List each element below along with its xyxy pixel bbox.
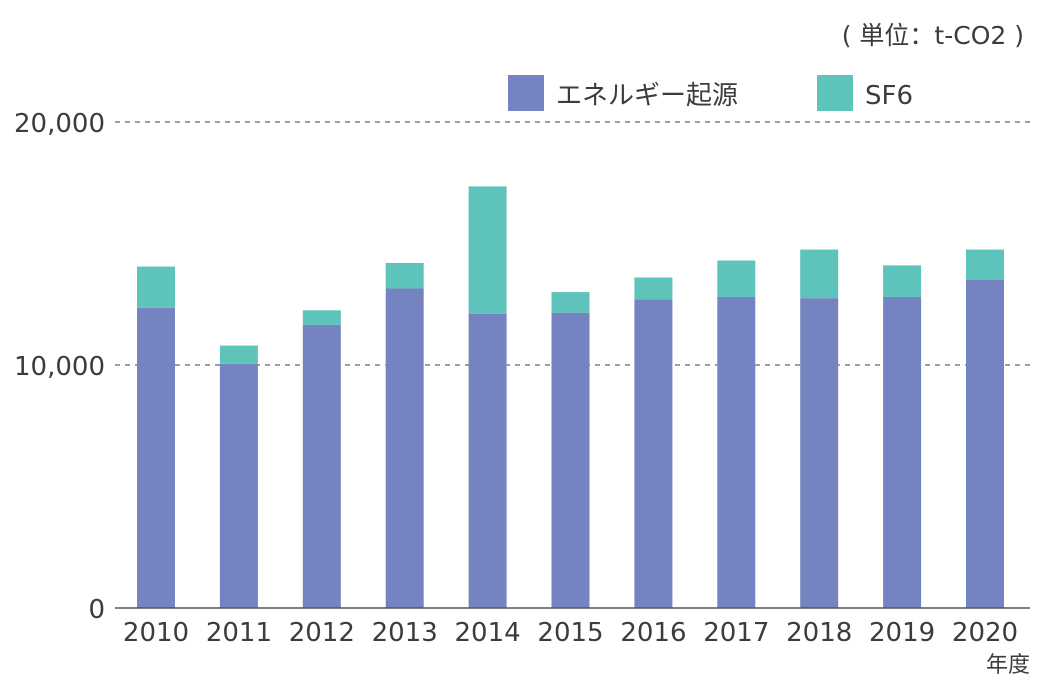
y-tick-label: 20,000 <box>14 109 105 139</box>
bar-energy <box>717 296 756 608</box>
y-tick-label: 0 <box>88 595 105 625</box>
bar-sf6 <box>468 186 507 314</box>
bar-sf6 <box>800 249 839 299</box>
x-axis-label: 年度 <box>986 653 1030 678</box>
legend-label: エネルギー起源 <box>556 81 738 111</box>
bar-sf6 <box>634 277 673 300</box>
bar-sf6 <box>385 262 424 289</box>
bar-energy <box>883 296 922 608</box>
x-tick-label: 2013 <box>372 618 438 648</box>
bar-sf6 <box>302 310 341 325</box>
x-tick-label: 2011 <box>206 618 272 648</box>
legend-swatch <box>817 75 853 111</box>
x-tick-label: 2018 <box>786 618 852 648</box>
bar-energy <box>137 307 175 608</box>
bar-energy <box>634 299 673 608</box>
x-tick-label: 2014 <box>455 618 521 648</box>
x-tick-label: 2019 <box>869 618 935 648</box>
bar-energy <box>468 313 507 608</box>
x-tick-label: 2016 <box>620 618 686 648</box>
bar-energy <box>302 324 341 608</box>
bar-sf6 <box>966 249 1004 280</box>
unit-label: ( 単位：t-CO2 ) <box>841 21 1024 50</box>
x-tick-label: 2010 <box>123 618 189 648</box>
bar-sf6 <box>883 265 922 297</box>
x-tick-label: 2017 <box>703 618 769 648</box>
x-tick-label: 2012 <box>289 618 355 648</box>
bar-sf6 <box>137 266 175 308</box>
y-tick-label: 10,000 <box>14 352 105 382</box>
bar-sf6 <box>219 345 258 364</box>
legend-swatch <box>508 75 544 111</box>
x-tick-label: 2020 <box>952 618 1018 648</box>
bar-energy <box>800 298 839 608</box>
bar-energy <box>966 279 1004 608</box>
bar-energy <box>385 288 424 608</box>
legend-label: SF6 <box>865 81 913 111</box>
bar-energy <box>219 363 258 608</box>
bar-energy <box>551 312 590 608</box>
bar-sf6 <box>551 292 590 313</box>
bar-sf6 <box>717 260 756 297</box>
x-tick-label: 2015 <box>537 618 603 648</box>
